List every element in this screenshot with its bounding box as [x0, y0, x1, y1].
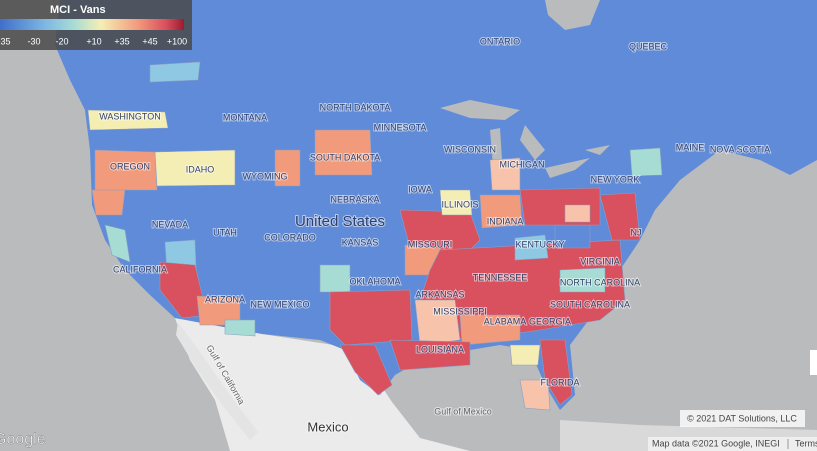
- region: [104, 224, 131, 263]
- mexico-land: [175, 318, 470, 451]
- copyright-box: [680, 410, 805, 427]
- map-label: WYOMING: [243, 171, 288, 181]
- region: [224, 319, 256, 337]
- region: [414, 299, 461, 346]
- legend-gradient: [0, 19, 184, 30]
- map-label: Gulf of Mexico: [434, 406, 492, 416]
- google-logo: Google: [0, 431, 46, 448]
- map-label: VIRGINIA: [580, 256, 620, 266]
- legend-tick-label: +45: [142, 36, 157, 46]
- map-label: NEW YORK: [591, 174, 640, 184]
- map-label: IOWA: [408, 184, 432, 194]
- zoom-control[interactable]: [810, 350, 817, 375]
- map-label: NOVA SCOTIA: [710, 144, 770, 154]
- great-lakes: [490, 125, 610, 178]
- region: [91, 189, 126, 216]
- region: [339, 344, 393, 396]
- region: [274, 149, 301, 187]
- map-label: MAINE: [676, 142, 705, 152]
- baja-land: [176, 322, 258, 440]
- map-label: ARIZONA: [205, 294, 245, 304]
- region: [149, 61, 201, 83]
- region: [94, 149, 158, 191]
- map-label: MINNESOTA: [374, 122, 427, 132]
- region: [154, 149, 236, 187]
- map-label: WASHINGTON: [99, 111, 161, 121]
- region: [489, 157, 521, 191]
- map-label: Mexico: [307, 419, 348, 434]
- region: [389, 339, 471, 371]
- map-label: MONTANA: [223, 112, 267, 122]
- map-label: UTAH: [213, 227, 237, 237]
- hudson-bay: [545, 0, 600, 30]
- region: [559, 267, 606, 293]
- map-label: NEBRASKA: [330, 194, 379, 204]
- legend-tick-label: -30: [27, 36, 40, 46]
- map-label: NJ: [631, 227, 642, 237]
- legend-tick-label: +100: [167, 36, 187, 46]
- region: [439, 189, 473, 216]
- map-label: ARKANSAS: [415, 289, 464, 299]
- region: [479, 194, 523, 229]
- map-label: ALABAMA: [484, 316, 527, 326]
- map-label: SOUTH CAROLINA: [550, 299, 630, 309]
- map-label: NORTH CAROLINA: [560, 277, 640, 287]
- map-data: Map data ©2021 Google, INEGI: [652, 438, 780, 448]
- region: [629, 147, 663, 177]
- map-label: OREGON: [110, 161, 150, 171]
- map-label: United States: [295, 213, 385, 230]
- map-label: QUEBEC: [629, 41, 668, 51]
- terms-link[interactable]: Terms: [795, 438, 817, 448]
- map-label: FLORIDA: [540, 377, 579, 387]
- region: [319, 264, 351, 293]
- legend-tick-label: -20: [55, 36, 68, 46]
- map-label: COLORADO: [264, 232, 316, 242]
- map-label: IDAHO: [186, 164, 215, 174]
- legend-title: MCI - Vans: [50, 4, 106, 16]
- map-label: ILLINOIS: [441, 199, 478, 209]
- region: [509, 344, 541, 366]
- lake-superior: [440, 100, 520, 120]
- map-label: MISSOURI: [408, 239, 453, 249]
- map-label: NEW MEXICO: [250, 299, 309, 309]
- map-label: GEORGIA: [529, 316, 571, 326]
- map-label: OKLAHOMA: [349, 276, 400, 286]
- map-label: INDIANA: [487, 216, 524, 226]
- legend-tick-label: +35: [114, 36, 129, 46]
- map-label: KENTUCKY: [515, 239, 564, 249]
- map-label: NORTH DAKOTA: [320, 102, 391, 112]
- region: [459, 314, 521, 346]
- map-label: TENNESSEE: [473, 272, 528, 282]
- map-label: KANSAS: [342, 237, 379, 247]
- region: [599, 192, 641, 241]
- map-label: MISSISSIPPI: [433, 306, 487, 316]
- map-data-bar: [648, 437, 817, 451]
- legend-tick-label: +10: [86, 36, 101, 46]
- map-label: NEVADA: [152, 219, 188, 229]
- region: [519, 379, 551, 411]
- region: [329, 289, 413, 346]
- land-blue: [55, 0, 817, 410]
- region: [314, 129, 373, 176]
- map-label: CALIFORNIA: [113, 264, 167, 274]
- region: [564, 204, 591, 223]
- region: [159, 261, 208, 319]
- map-label: WISCONSIN: [444, 144, 496, 154]
- region: [539, 339, 573, 406]
- map-label: ONTARIO: [480, 36, 520, 46]
- copyright: © 2021 DAT Solutions, LLC: [687, 413, 797, 423]
- legend-tick-label: -35: [0, 36, 11, 46]
- region: [514, 234, 549, 261]
- region: [87, 109, 169, 131]
- map-label: LOUISIANA: [416, 344, 464, 354]
- map-label: MICHIGAN: [500, 159, 545, 169]
- map-label: SOUTH DAKOTA: [310, 152, 380, 162]
